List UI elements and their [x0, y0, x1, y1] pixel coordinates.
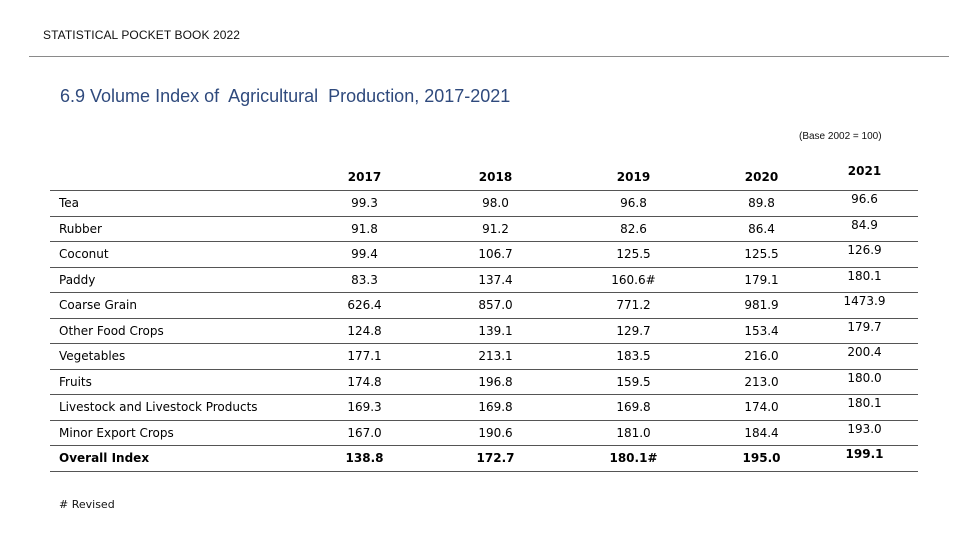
table-row: Other Food Crops 124.8 139.1 129.7 153.4 179.…	[50, 318, 918, 344]
cell-value: 177.1	[293, 343, 436, 370]
cell-value: 196.8	[436, 369, 555, 395]
table-body: Tea 99.3 98.0 96.8 89.8 96.6 Rubber 91.8 91.2 82.…	[50, 190, 918, 472]
cell-value: 771.2	[555, 292, 712, 319]
table-row: Tea 99.3 98.0 96.8 89.8 96.6	[50, 190, 918, 217]
column-header-2020: 2020	[712, 163, 811, 191]
cell-value: 184.4	[712, 420, 811, 446]
table-row: Livestock and Livestock Products 169.3 169…	[50, 394, 918, 421]
cell-value: 137.4	[436, 267, 555, 293]
cell-value: 199.1	[811, 445, 918, 472]
row-label: Tea	[50, 190, 293, 217]
cell-value: 174.0	[712, 394, 811, 421]
table-row: Minor Export Crops 167.0 190.6 181.0 184.4 19…	[50, 420, 918, 446]
cell-value: 213.0	[712, 369, 811, 395]
row-label: Overall Index	[50, 445, 293, 472]
row-label: Livestock and Livestock Products	[50, 394, 293, 421]
cell-value: 181.0	[555, 420, 712, 446]
row-label: Vegetables	[50, 343, 293, 370]
footnote: # Revised	[59, 498, 115, 511]
cell-value: 169.8	[436, 394, 555, 421]
cell-value: 180.1	[811, 267, 918, 293]
table-row: Vegetables 177.1 213.1 183.5 216.0 200.4	[50, 343, 918, 370]
cell-value: 180.0	[811, 369, 918, 395]
cell-value: 96.8	[555, 190, 712, 217]
cell-value: 180.1#	[555, 445, 712, 472]
row-label: Other Food Crops	[50, 318, 293, 344]
header-divider	[29, 56, 949, 57]
column-header-item	[50, 163, 293, 191]
cell-value: 159.5	[555, 369, 712, 395]
cell-value: 160.6#	[555, 267, 712, 293]
cell-value: 126.9	[811, 241, 918, 268]
table-row: Paddy 83.3 137.4 160.6# 179.1 180.1	[50, 267, 918, 293]
row-label: Minor Export Crops	[50, 420, 293, 446]
cell-value: 169.3	[293, 394, 436, 421]
cell-value: 153.4	[712, 318, 811, 344]
cell-value: 172.7	[436, 445, 555, 472]
cell-value: 857.0	[436, 292, 555, 319]
base-note: (Base 2002 = 100)	[799, 131, 882, 142]
cell-value: 83.3	[293, 267, 436, 293]
cell-value: 91.8	[293, 216, 436, 242]
row-label: Coarse Grain	[50, 292, 293, 319]
table-row: Coconut 99.4 106.7 125.5 125.5 126.9	[50, 241, 918, 268]
publication-title: STATISTICAL POCKET BOOK 2022	[43, 28, 241, 42]
cell-value: 193.0	[811, 420, 918, 446]
cell-value: 124.8	[293, 318, 436, 344]
row-label: Fruits	[50, 369, 293, 395]
overall-index-row: Overall Index 138.8 172.7 180.1# 195.0 199.1	[50, 445, 918, 472]
column-header-2019: 2019	[555, 163, 712, 191]
production-index-table: 2017 2018 2019 2020 2021 Tea 99.3 98.0 96.8…	[50, 163, 918, 472]
row-label: Rubber	[50, 216, 293, 242]
cell-value: 626.4	[293, 292, 436, 319]
table-title: 6.9 Volume Index of Agricultural Product…	[60, 86, 511, 106]
cell-value: 106.7	[436, 241, 555, 268]
cell-value: 190.6	[436, 420, 555, 446]
table-row: Coarse Grain 626.4 857.0 771.2 981.9 1473.9	[50, 292, 918, 319]
row-label: Paddy	[50, 267, 293, 293]
column-header-2021: 2021	[811, 163, 918, 191]
column-header-2018: 2018	[436, 163, 555, 191]
cell-value: 139.1	[436, 318, 555, 344]
cell-value: 179.1	[712, 267, 811, 293]
cell-value: 167.0	[293, 420, 436, 446]
cell-value: 1473.9	[811, 292, 918, 319]
cell-value: 98.0	[436, 190, 555, 217]
cell-value: 195.0	[712, 445, 811, 472]
row-label: Coconut	[50, 241, 293, 268]
cell-value: 99.3	[293, 190, 436, 217]
cell-value: 99.4	[293, 241, 436, 268]
cell-value: 981.9	[712, 292, 811, 319]
cell-value: 91.2	[436, 216, 555, 242]
cell-value: 82.6	[555, 216, 712, 242]
cell-value: 84.9	[811, 216, 918, 242]
table-header-row: 2017 2018 2019 2020 2021	[50, 163, 918, 191]
cell-value: 213.1	[436, 343, 555, 370]
cell-value: 200.4	[811, 343, 918, 370]
cell-value: 129.7	[555, 318, 712, 344]
table-row: Rubber 91.8 91.2 82.6 86.4 84.9	[50, 216, 918, 242]
cell-value: 183.5	[555, 343, 712, 370]
cell-value: 169.8	[555, 394, 712, 421]
cell-value: 125.5	[555, 241, 712, 268]
cell-value: 86.4	[712, 216, 811, 242]
cell-value: 96.6	[811, 190, 918, 217]
cell-value: 125.5	[712, 241, 811, 268]
cell-value: 174.8	[293, 369, 436, 395]
cell-value: 179.7	[811, 318, 918, 344]
cell-value: 216.0	[712, 343, 811, 370]
column-header-2017: 2017	[293, 163, 436, 191]
table-row: Fruits 174.8 196.8 159.5 213.0 180.0	[50, 369, 918, 395]
cell-value: 138.8	[293, 445, 436, 472]
cell-value: 89.8	[712, 190, 811, 217]
cell-value: 180.1	[811, 394, 918, 421]
